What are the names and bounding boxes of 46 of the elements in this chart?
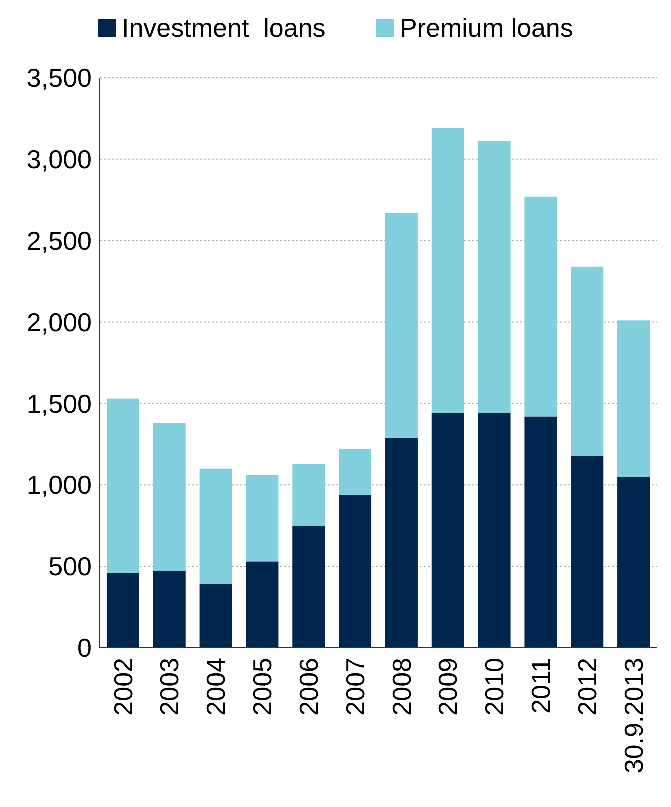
bar xyxy=(246,562,279,648)
x-tick-label: 2008 xyxy=(386,658,417,716)
x-tick-label: 2006 xyxy=(294,658,324,716)
bar xyxy=(432,128,464,414)
bar xyxy=(153,423,186,572)
legend-label: Premium loans xyxy=(400,13,574,44)
x-tick-label: 2007 xyxy=(340,658,370,716)
y-tick-label: 1,500 xyxy=(26,388,92,419)
bar xyxy=(618,477,650,648)
y-tick-label: 500 xyxy=(48,552,92,582)
x-tick-label: 2002 xyxy=(108,658,138,716)
y-tick-label: 3,000 xyxy=(26,144,92,175)
x-tick-label: 2003 xyxy=(154,658,185,716)
bar xyxy=(339,449,372,495)
bar xyxy=(524,196,558,417)
bar xyxy=(200,468,232,584)
y-tick-label: 1,000 xyxy=(26,470,92,500)
x-tick-label: 2005 xyxy=(248,658,278,716)
bar xyxy=(292,464,326,526)
bar xyxy=(246,475,279,562)
bar xyxy=(478,413,511,648)
y-tick-label: 2,500 xyxy=(26,226,92,256)
y-tick-label: 0 xyxy=(78,633,92,664)
x-tick-label: 2011 xyxy=(526,658,556,714)
bar xyxy=(571,266,604,456)
y-tick-label: 2,000 xyxy=(26,307,92,338)
bar xyxy=(153,571,186,648)
bar xyxy=(571,456,604,648)
bar xyxy=(106,398,140,574)
x-tick-label: 2010 xyxy=(480,658,510,716)
x-tick-label: 2004 xyxy=(201,658,232,716)
bar xyxy=(618,320,650,477)
bar xyxy=(106,573,140,648)
y-tick-label: 3,500 xyxy=(26,63,92,94)
x-tick-label: 2009 xyxy=(433,658,464,716)
bar xyxy=(292,526,326,648)
bar xyxy=(385,213,418,438)
bar xyxy=(478,142,511,414)
x-tick-label: 30.9.2013 xyxy=(618,658,649,774)
bar xyxy=(200,584,232,648)
bar xyxy=(432,413,464,648)
legend-label: Investment loans xyxy=(122,13,326,44)
bar xyxy=(385,438,418,648)
x-tick-label: 2012 xyxy=(572,658,602,716)
bar xyxy=(524,416,558,648)
bar xyxy=(339,494,372,648)
